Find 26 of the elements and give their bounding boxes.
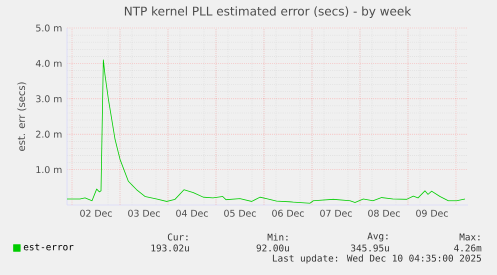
text: Avg: (367, 232, 388, 242)
text: 4.26m (454, 244, 482, 252)
x-tick-label: 06 Dec (272, 210, 304, 217)
x-tick-label: 09 Dec (416, 210, 448, 217)
y-tick-label: 2.0 m (36, 130, 62, 138)
y-tick-label: 1.0 m (36, 166, 62, 174)
text: 92.00u (256, 244, 289, 252)
text: Max: (460, 234, 480, 240)
text: Min: (268, 233, 288, 241)
line-series (67, 59, 466, 204)
y-tick-label: 3.0 m (36, 95, 62, 102)
x-tick-label: 05 Dec (224, 210, 256, 217)
text: Cur: (168, 233, 188, 241)
x-tick-label: 02 Dec (80, 210, 112, 217)
text: 193.02u (152, 244, 189, 252)
x-tick-label: 08 Dec (368, 210, 400, 217)
x-tick-label: 07 Dec (320, 210, 352, 217)
chart-title: NTP kernel PLL estimated error (secs) - by week (124, 6, 412, 18)
text: Last update: Wed Dec 10 04:35:00 2025 (272, 254, 481, 264)
text: 345.95u (351, 244, 389, 252)
y-tick-label: 4.0 m (36, 60, 62, 67)
y-tick-label: 5.0 m (36, 24, 62, 32)
x-tick-label: 03 Dec (128, 210, 160, 217)
x-tick-label: 04 Dec (176, 210, 208, 217)
legend-label: est-error (24, 244, 74, 250)
y-axis-title: est. err (secs) (17, 82, 26, 151)
